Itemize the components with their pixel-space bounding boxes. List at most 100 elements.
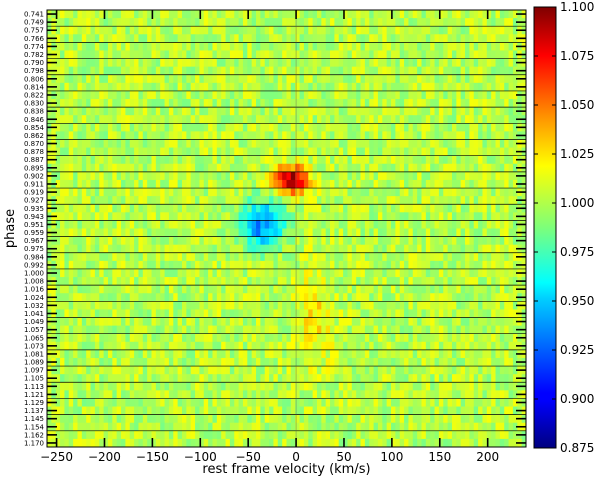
- heatmap-cell: [330, 26, 335, 35]
- heatmap-cell: [151, 139, 157, 148]
- heatmap-cell: [234, 74, 239, 84]
- heatmap-cell: [504, 147, 509, 157]
- heatmap-cell: [64, 366, 70, 375]
- heatmap-cell: [334, 268, 340, 278]
- heatmap-cell: [512, 317, 518, 327]
- heatmap-cell: [168, 107, 174, 116]
- heatmap-cell: [391, 349, 396, 359]
- heatmap-cell: [99, 90, 104, 100]
- heatmap-cell: [64, 18, 70, 27]
- heatmap-cell: [373, 236, 379, 246]
- heatmap-cell: [60, 90, 65, 100]
- heatmap-cell: [142, 18, 148, 27]
- heatmap-cell: [469, 26, 475, 35]
- heatmap-cell: [229, 309, 235, 318]
- heatmap-cell: [212, 366, 218, 375]
- heatmap-cell: [438, 188, 444, 197]
- heatmap-cell: [512, 18, 518, 27]
- heatmap-cell: [321, 204, 327, 213]
- heatmap-cell: [195, 349, 200, 359]
- heatmap-cell: [360, 18, 366, 27]
- heatmap-cell: [408, 349, 414, 359]
- heatmap-cell: [495, 301, 501, 310]
- heatmap-cell: [212, 341, 218, 351]
- heatmap-cell: [242, 277, 248, 286]
- heatmap-cell: [77, 163, 83, 173]
- heatmap-cell: [386, 309, 392, 318]
- heatmap-cell: [330, 260, 335, 270]
- heatmap-cell: [460, 50, 466, 59]
- heatmap-cell: [221, 260, 226, 270]
- heatmap-cell: [190, 18, 196, 27]
- heatmap-cell: [229, 260, 235, 270]
- heatmap-cell: [499, 341, 505, 351]
- heatmap-cell: [81, 204, 87, 213]
- heatmap-cell: [338, 99, 344, 108]
- heatmap-cell: [343, 196, 348, 205]
- heatmap-cell: [103, 139, 109, 148]
- heatmap-cell: [134, 131, 139, 140]
- heatmap-cell: [121, 155, 126, 165]
- heatmap-cell: [299, 236, 305, 246]
- heatmap-cell: [316, 179, 322, 189]
- heatmap-cell: [203, 374, 209, 383]
- heatmap-cell: [512, 131, 518, 140]
- heatmap-cell: [286, 99, 292, 108]
- heatmap-cell: [469, 90, 475, 100]
- heatmap-cell: [94, 309, 100, 318]
- heatmap-cell: [112, 341, 118, 351]
- heatmap-cell: [112, 123, 118, 132]
- heatmap-cell: [199, 34, 205, 43]
- heatmap-cell: [364, 244, 370, 254]
- heatmap-cell: [151, 179, 157, 189]
- heatmap-cell: [121, 285, 126, 294]
- heatmap-cell: [438, 74, 444, 84]
- heatmap-cell: [425, 115, 431, 124]
- heatmap-cell: [382, 277, 388, 286]
- heatmap-cell: [173, 228, 179, 237]
- heatmap-cell: [325, 115, 331, 124]
- heatmap-cell: [290, 341, 296, 351]
- heatmap-cell: [417, 66, 422, 76]
- heatmap-cell: [282, 317, 287, 327]
- heatmap-cell: [177, 357, 183, 367]
- heatmap-cell: [486, 50, 492, 59]
- heatmap-cell: [129, 42, 135, 51]
- heatmap-cell: [425, 10, 431, 19]
- heatmap-cell: [399, 196, 405, 205]
- heatmap-cell: [112, 285, 118, 294]
- heatmap-cell: [181, 179, 187, 189]
- heatmap-cell: [129, 58, 135, 68]
- heatmap-cell: [286, 90, 292, 100]
- heatmap-cell: [356, 99, 361, 108]
- heatmap-cell: [129, 268, 135, 278]
- heatmap-cell: [221, 10, 226, 19]
- heatmap-cell: [147, 66, 152, 76]
- heatmap-cell: [356, 317, 361, 327]
- heatmap-cell: [482, 212, 488, 221]
- heatmap-cell: [447, 66, 453, 76]
- heatmap-cell: [343, 268, 348, 278]
- heatmap-cell: [447, 139, 453, 148]
- heatmap-cell: [369, 212, 374, 221]
- heatmap-cell: [60, 18, 65, 27]
- heatmap-cell: [260, 293, 266, 302]
- heatmap-cell: [434, 236, 440, 246]
- heatmap-cell: [330, 357, 335, 367]
- heatmap-cell: [208, 212, 213, 221]
- heatmap-cell: [430, 317, 435, 327]
- heatmap-cell: [512, 58, 518, 68]
- heatmap-cell: [251, 277, 257, 286]
- heatmap-cell: [177, 163, 183, 173]
- heatmap-cell: [273, 277, 279, 286]
- heatmap-cell: [465, 163, 470, 173]
- heatmap-cell: [208, 50, 213, 59]
- heatmap-cell: [251, 366, 257, 375]
- heatmap-cell: [260, 317, 266, 327]
- heatmap-cell: [425, 220, 431, 229]
- heatmap-cell: [460, 107, 466, 116]
- heatmap-cell: [347, 341, 353, 351]
- heatmap-cell: [203, 163, 209, 173]
- heatmap-cell: [295, 277, 300, 286]
- heatmap-cell: [478, 155, 483, 165]
